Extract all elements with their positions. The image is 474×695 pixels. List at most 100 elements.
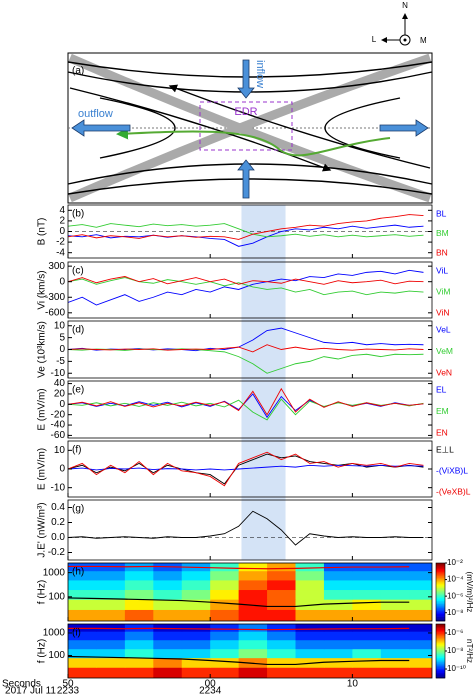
colorbar-step: [436, 594, 445, 597]
heat-cell: [295, 639, 325, 650]
colorbar-step: [436, 605, 445, 607]
heat-cell: [210, 589, 240, 600]
heat-cell: [238, 579, 268, 591]
heat-cell: [409, 624, 432, 632]
heat-cell: [153, 570, 183, 581]
colorbar-step: [436, 638, 445, 641]
edr-label: EDR: [234, 106, 257, 118]
heat-cell: [409, 570, 432, 581]
y-tick-label: 10: [54, 445, 66, 456]
colorbar-step: [436, 669, 445, 672]
colorbar-step: [436, 652, 445, 654]
colorbar-step: [436, 630, 445, 633]
heat-cell: [96, 667, 126, 678]
heat-cell: [352, 667, 382, 678]
colorbar-step: [436, 586, 445, 588]
heat-cell: [153, 599, 183, 610]
heat-cell: [267, 599, 296, 610]
heat-cell: [267, 648, 296, 659]
date-label: 2017 Jul 11: [5, 686, 56, 695]
heat-cell: [210, 624, 240, 632]
y-tick-label: 1000: [43, 567, 66, 578]
edr-box: [199, 101, 293, 151]
panel-frame: [67, 380, 433, 439]
colorbar-step: [436, 641, 445, 644]
heat-cell: [295, 563, 325, 572]
heat-cell: [352, 579, 382, 591]
colorbar-step: [436, 668, 445, 671]
colorbar-step: [436, 628, 445, 630]
heat-cell: [295, 631, 325, 641]
heat-cell: [124, 657, 154, 668]
colorbar-step: [436, 636, 445, 638]
colorbar-label: (mV/m)²/Hz: [465, 572, 474, 613]
heat-cell: [267, 589, 296, 600]
heat-cell: [238, 624, 268, 632]
heat-cell: [267, 657, 296, 668]
heat-cell: [96, 570, 126, 581]
colorbar-step: [436, 567, 445, 570]
colorbar-tick-label: 10⁻²: [447, 558, 463, 567]
series-line: [68, 223, 424, 238]
heat-cell: [68, 599, 97, 610]
heat-cell: [153, 624, 183, 632]
y-tick-label: 0: [59, 344, 65, 355]
colorbar-step: [436, 629, 445, 632]
colorbar-step: [436, 599, 445, 601]
heat-cell: [295, 599, 325, 610]
heat-cell: [68, 589, 97, 600]
colorbar-step: [436, 589, 445, 591]
heat-cell: [238, 589, 268, 600]
compass-l: L: [372, 35, 377, 44]
heat-cell: [409, 639, 432, 650]
heat-cell: [238, 667, 268, 678]
heat-cell: [295, 657, 325, 668]
panel-label: (d): [72, 325, 84, 336]
heat-cell: [295, 570, 325, 581]
colorbar-step: [436, 653, 445, 656]
heat-cell: [267, 579, 296, 591]
heat-cell: [96, 609, 126, 621]
flow-arrows: [71, 59, 429, 199]
plot-area: [68, 327, 424, 374]
panel-frame: [67, 499, 433, 561]
colorbar-step: [436, 634, 445, 637]
heat-cell: [153, 631, 183, 641]
series-line: [68, 387, 424, 416]
heat-cell: [124, 639, 154, 650]
heat-cell: [238, 609, 268, 621]
colorbar-step: [436, 581, 445, 584]
heat-cell: [96, 631, 126, 641]
colorbar-step: [436, 597, 445, 600]
overlay-line: [68, 597, 410, 608]
heat-cell: [153, 609, 183, 621]
heat-cell: [352, 639, 382, 650]
y-tick-label: 1000: [43, 628, 66, 639]
colorbar-step: [436, 570, 445, 572]
compass-m-dot: [403, 38, 407, 42]
y-tick-label: -20: [51, 409, 66, 420]
legend-entry: BL: [436, 208, 447, 218]
y-tick-label: 300: [48, 261, 65, 272]
heat-cell: [323, 667, 353, 678]
heat-cell: [181, 631, 211, 641]
panel-label: (g): [72, 504, 84, 515]
heat-cell: [96, 648, 126, 659]
colorbar-step: [436, 606, 445, 609]
y-tick-label: -10: [51, 482, 66, 493]
y-tick-label: 20: [54, 389, 66, 400]
colorbar-tick-label: 10⁻⁶: [447, 591, 463, 600]
colorbar-step: [436, 616, 445, 619]
colorbar-step: [436, 565, 445, 568]
heat-cell: [267, 667, 296, 678]
colorbar-frame: [435, 562, 446, 622]
y-tick-label: 0: [59, 399, 65, 410]
heat-cell: [352, 624, 382, 632]
colorbar-tick-label: 10⁻⁸: [447, 608, 464, 617]
heat-cell: [409, 563, 432, 572]
plot-area: [68, 510, 432, 546]
colorbar-step: [436, 655, 445, 657]
heat-cell: [295, 624, 325, 632]
colorbar-tick-label: 10⁻⁴: [447, 575, 464, 584]
panel-frame: [67, 623, 433, 679]
